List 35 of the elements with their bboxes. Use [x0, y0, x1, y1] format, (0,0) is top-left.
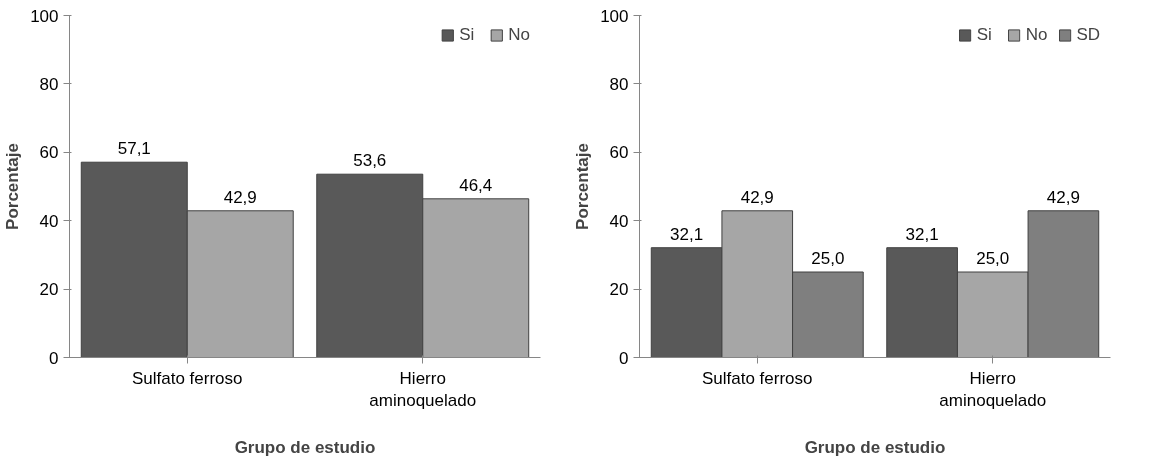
data-label: 42,9 — [740, 187, 774, 207]
y-tick-label: 80 — [39, 74, 59, 94]
x-tick-label: Sulfato ferroso — [131, 368, 243, 388]
y-tick-label: 0 — [49, 348, 59, 368]
x-tick-label: Sulfato ferroso — [701, 368, 813, 388]
legend-label: No — [1025, 25, 1048, 45]
y-tick-label: 100 — [600, 6, 629, 26]
y-tick-label: 80 — [609, 74, 629, 94]
data-label: 42,9 — [223, 187, 257, 207]
data-label: 57,1 — [117, 139, 151, 159]
data-label: 53,6 — [353, 151, 387, 171]
y-tick-label: 40 — [609, 211, 629, 231]
legend-label: SD — [1076, 25, 1100, 45]
y-tick-label: 60 — [609, 143, 629, 163]
legend-label: Si — [976, 25, 993, 45]
data-label: 42,9 — [1046, 187, 1080, 207]
data-label: 32,1 — [670, 224, 704, 244]
y-tick-label: 20 — [39, 280, 59, 300]
data-label: 46,4 — [459, 175, 493, 195]
legend-label: Si — [459, 25, 476, 45]
y-tick-label: 0 — [619, 348, 629, 368]
x-axis-title: Grupo de estudio — [804, 438, 946, 458]
y-tick-label: 100 — [30, 6, 59, 26]
legend-label: No — [508, 25, 530, 45]
x-tick-label: Hierro aminoquelado — [939, 368, 1047, 411]
y-axis-title: Porcentaje — [573, 143, 593, 230]
x-tick-label: Hierro aminoquelado — [369, 368, 477, 411]
y-tick-label: 40 — [39, 211, 59, 231]
y-tick-label: 20 — [609, 280, 629, 300]
data-label: 25,0 — [811, 249, 845, 268]
x-axis-title: Grupo de estudio — [234, 438, 376, 458]
data-label: 32,1 — [905, 224, 939, 244]
y-tick-label: 60 — [39, 143, 59, 163]
data-label: 25,0 — [976, 249, 1010, 268]
y-axis-title: Porcentaje — [3, 143, 23, 230]
